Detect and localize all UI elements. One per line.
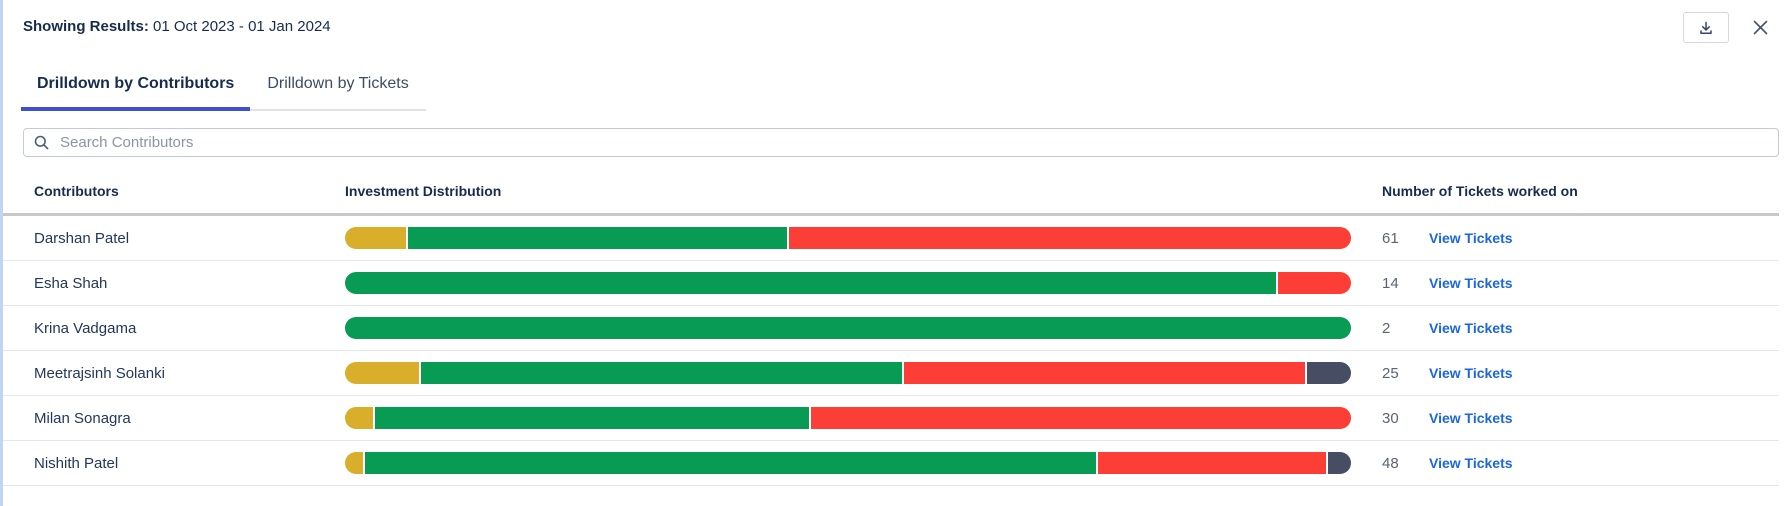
tab-drilldown-by-tickets[interactable]: Drilldown by Tickets bbox=[250, 67, 426, 111]
search-bar bbox=[23, 128, 1779, 157]
view-tickets-link[interactable]: View Tickets bbox=[1429, 320, 1513, 336]
investment-distribution-cell bbox=[345, 362, 1351, 384]
download-button[interactable] bbox=[1683, 12, 1729, 43]
contributor-name: Milan Sonagra bbox=[34, 409, 131, 427]
ticket-count: 61 bbox=[1382, 229, 1399, 247]
view-tickets-link[interactable]: View Tickets bbox=[1429, 365, 1513, 381]
table-row: Milan Sonagra 30 View Tickets bbox=[3, 396, 1779, 441]
bar-segment-red bbox=[788, 227, 1351, 249]
bar-segment-red bbox=[1277, 272, 1351, 294]
topbar: Showing Results: 01 Oct 2023 - 01 Jan 20… bbox=[3, 0, 1792, 43]
ticket-count: 14 bbox=[1382, 274, 1399, 292]
column-header-contributors: Contributors bbox=[34, 183, 119, 199]
investment-distribution-cell bbox=[345, 452, 1351, 474]
investment-distribution-bar bbox=[345, 272, 1351, 294]
investment-distribution-cell bbox=[345, 407, 1351, 429]
date-range: 01 Oct 2023 - 01 Jan 2024 bbox=[153, 18, 331, 35]
table-header: Contributors Investment Distribution Num… bbox=[3, 183, 1779, 216]
bar-segment-golden bbox=[345, 407, 376, 429]
topbar-actions bbox=[1683, 12, 1770, 43]
bar-segment-red bbox=[810, 407, 1351, 429]
download-icon bbox=[1698, 20, 1714, 36]
view-tickets-link[interactable]: View Tickets bbox=[1429, 275, 1513, 291]
bar-segment-slate bbox=[1306, 362, 1351, 384]
bar-segment-green bbox=[345, 272, 1278, 294]
contributors-table: Contributors Investment Distribution Num… bbox=[3, 183, 1779, 486]
column-header-investment-distribution: Investment Distribution bbox=[345, 183, 502, 199]
tab-label: Drilldown by Tickets bbox=[267, 75, 409, 92]
tabs: Drilldown by Contributors Drilldown by T… bbox=[21, 67, 1792, 111]
contributor-name: Esha Shah bbox=[34, 274, 108, 292]
bar-segment-green bbox=[421, 362, 905, 384]
bar-segment-golden bbox=[345, 227, 409, 249]
contributor-name: Darshan Patel bbox=[34, 229, 130, 247]
bar-segment-green bbox=[408, 227, 789, 249]
showing-results-label: Showing Results: bbox=[23, 18, 149, 35]
contributor-name: Krina Vadgama bbox=[34, 319, 137, 337]
table-row: Darshan Patel 61 View Tickets bbox=[3, 216, 1779, 261]
view-tickets-link[interactable]: View Tickets bbox=[1429, 455, 1513, 471]
tickets-cell: 2 View Tickets bbox=[1351, 320, 1779, 337]
contributor-name: Meetrajsinh Solanki bbox=[34, 364, 165, 382]
bar-segment-green bbox=[345, 317, 1351, 339]
tab-label: Drilldown by Contributors bbox=[37, 75, 235, 92]
tickets-cell: 25 View Tickets bbox=[1351, 365, 1779, 382]
tickets-cell: 48 View Tickets bbox=[1351, 455, 1779, 472]
investment-distribution-bar bbox=[345, 227, 1351, 249]
bar-segment-slate bbox=[1327, 452, 1351, 474]
bar-segment-green bbox=[375, 407, 811, 429]
bar-segment-green bbox=[365, 452, 1099, 474]
bar-segment-red bbox=[904, 362, 1307, 384]
investment-distribution-cell bbox=[345, 272, 1351, 294]
ticket-count: 30 bbox=[1382, 409, 1399, 427]
showing-results-text: Showing Results: 01 Oct 2023 - 01 Jan 20… bbox=[23, 12, 331, 35]
ticket-count: 48 bbox=[1382, 454, 1399, 472]
bar-segment-golden bbox=[345, 452, 366, 474]
investment-distribution-bar bbox=[345, 362, 1351, 384]
tickets-cell: 14 View Tickets bbox=[1351, 275, 1779, 292]
table-body: Darshan Patel 61 View Tickets Esha Shah 14 Vi… bbox=[3, 216, 1779, 486]
investment-distribution-bar bbox=[345, 452, 1351, 474]
close-button[interactable] bbox=[1751, 18, 1770, 37]
table-row: Meetrajsinh Solanki 25 View Tickets bbox=[3, 351, 1779, 396]
view-tickets-link[interactable]: View Tickets bbox=[1429, 230, 1513, 246]
search-input[interactable] bbox=[58, 133, 1768, 152]
table-row: Krina Vadgama 2 View Tickets bbox=[3, 306, 1779, 351]
bar-segment-golden bbox=[345, 362, 422, 384]
contributor-name: Nishith Patel bbox=[34, 454, 119, 472]
bar-segment-red bbox=[1098, 452, 1328, 474]
tickets-cell: 61 View Tickets bbox=[1351, 230, 1779, 247]
tab-drilldown-by-contributors[interactable]: Drilldown by Contributors bbox=[21, 67, 251, 111]
investment-distribution-cell bbox=[345, 317, 1351, 339]
investment-distribution-bar bbox=[345, 317, 1351, 339]
tickets-cell: 30 View Tickets bbox=[1351, 410, 1779, 427]
ticket-count: 25 bbox=[1382, 364, 1399, 382]
ticket-count: 2 bbox=[1382, 319, 1391, 337]
investment-distribution-cell bbox=[345, 227, 1351, 249]
table-row: Nishith Patel 48 View Tickets bbox=[3, 441, 1779, 486]
close-icon bbox=[1751, 18, 1770, 37]
investment-distribution-bar bbox=[345, 407, 1351, 429]
view-tickets-link[interactable]: View Tickets bbox=[1429, 410, 1513, 426]
search-icon bbox=[34, 135, 49, 150]
column-header-tickets: Number of Tickets worked on bbox=[1382, 183, 1578, 199]
table-row: Esha Shah 14 View Tickets bbox=[3, 261, 1779, 306]
